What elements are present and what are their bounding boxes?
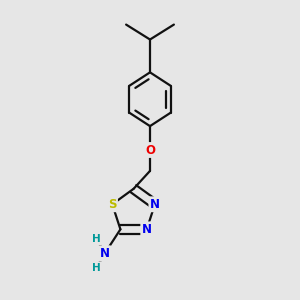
Text: N: N <box>142 223 152 236</box>
Text: H: H <box>92 234 101 244</box>
Text: N: N <box>150 198 160 211</box>
Text: S: S <box>108 198 116 211</box>
Text: H: H <box>92 262 101 273</box>
Text: O: O <box>145 143 155 157</box>
Text: N: N <box>100 247 110 260</box>
